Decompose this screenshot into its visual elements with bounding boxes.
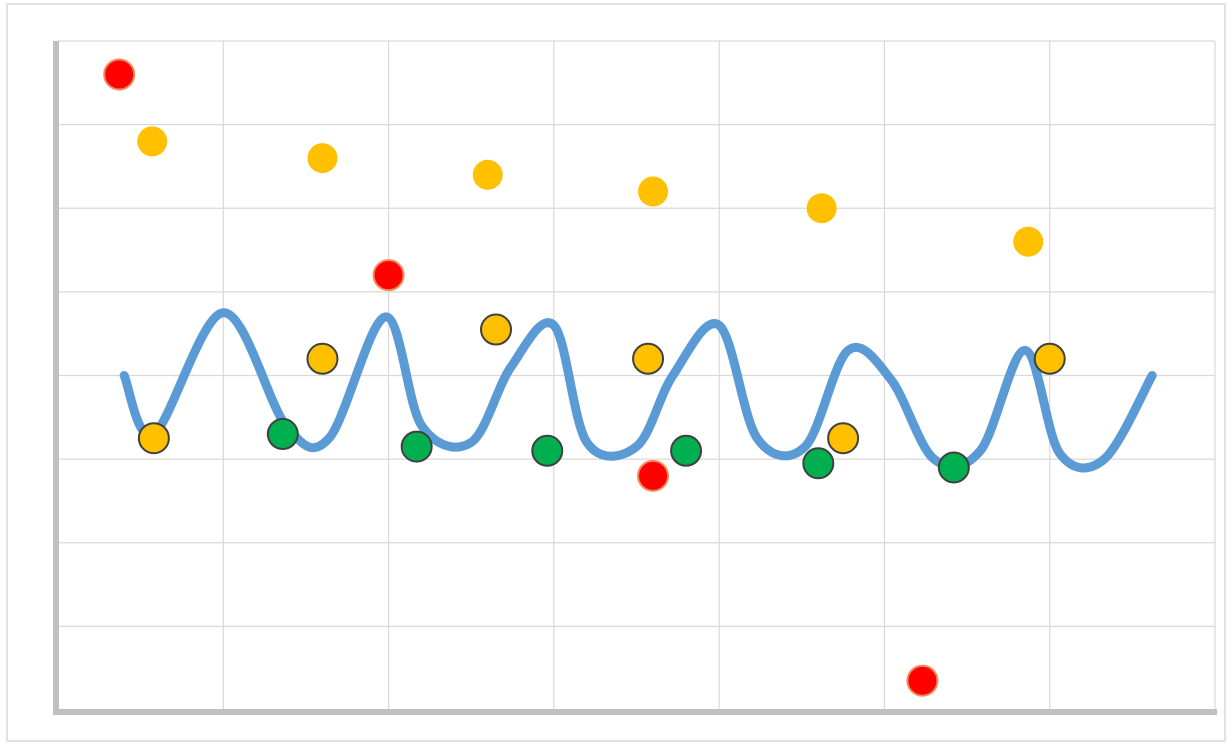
data-point: [802, 447, 835, 480]
data-point: [1033, 342, 1066, 375]
data-point: [472, 159, 503, 190]
data-point: [637, 459, 670, 492]
data-point: [1013, 226, 1044, 257]
wave-line-layer: [119, 308, 1157, 473]
wave-line: [119, 308, 1157, 473]
data-point: [531, 434, 564, 467]
data-point: [372, 259, 405, 292]
data-point: [400, 430, 433, 463]
axes: [53, 41, 1217, 715]
data-point: [906, 664, 939, 697]
data-point: [266, 418, 299, 451]
data-point: [937, 451, 970, 484]
points-layer: [103, 58, 1066, 697]
data-point: [806, 193, 837, 224]
data-point: [307, 143, 338, 174]
chart-frame: [6, 3, 1226, 742]
data-point: [137, 422, 170, 455]
data-point: [827, 422, 860, 455]
data-point: [632, 342, 665, 375]
data-point: [306, 342, 339, 375]
data-point: [670, 434, 703, 467]
data-point: [480, 313, 513, 346]
data-point: [103, 58, 136, 91]
data-point: [137, 126, 168, 157]
data-point: [638, 176, 669, 207]
